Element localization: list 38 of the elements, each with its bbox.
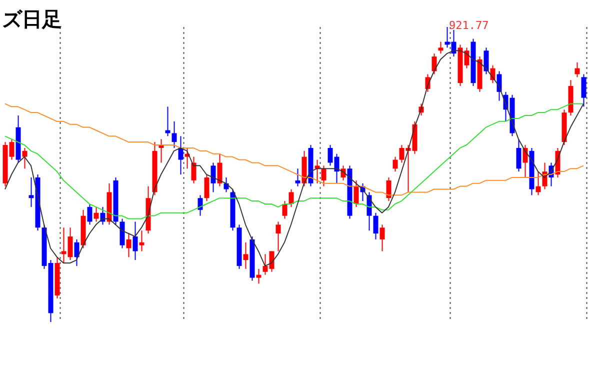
candlestick — [295, 168, 300, 187]
candlestick — [516, 138, 522, 172]
candlestick — [373, 212, 378, 240]
candlestick — [380, 224, 385, 252]
candlestick — [574, 62, 580, 78]
candlestick — [22, 147, 28, 170]
candlestick — [198, 194, 203, 216]
candlestick — [282, 200, 288, 220]
candlestick — [438, 41, 444, 54]
candlestick — [386, 176, 392, 202]
candlestick — [354, 180, 359, 208]
candlestick — [172, 120, 177, 148]
candlestick — [314, 159, 320, 184]
candlestick — [126, 233, 132, 258]
candlestick — [256, 268, 262, 284]
candlestick — [496, 70, 502, 102]
chart-title: ズ日足 — [2, 6, 62, 33]
candlestick — [178, 136, 184, 175]
candlestick — [204, 174, 210, 202]
candlestick — [87, 204, 92, 226]
annotation: 921.77 — [449, 19, 489, 32]
candlestick — [321, 165, 326, 187]
candlestick — [536, 171, 541, 196]
candlestick — [139, 230, 144, 252]
candlestick — [74, 238, 80, 266]
candlestick — [288, 188, 294, 208]
candlestick — [210, 162, 216, 193]
candlestick — [581, 74, 586, 108]
candlestick — [120, 218, 125, 249]
candlestick — [432, 53, 437, 75]
candlestick — [191, 156, 196, 184]
candlestick — [132, 221, 138, 261]
candlestick — [217, 153, 222, 187]
candlestick — [94, 206, 99, 222]
candlestick — [276, 221, 281, 252]
candlestick — [392, 156, 398, 172]
candlestick — [484, 47, 489, 75]
candlestick — [243, 242, 248, 270]
